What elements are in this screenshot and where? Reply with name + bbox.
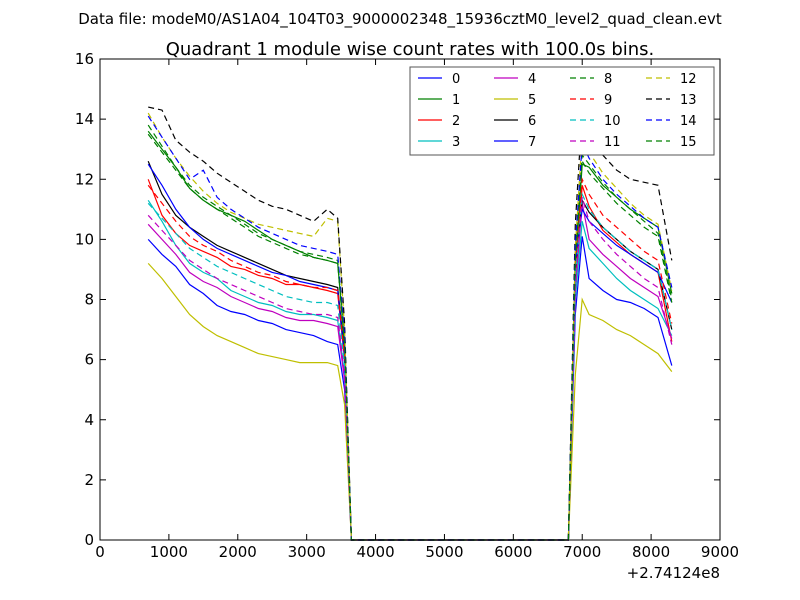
- y-tick-label: 14: [75, 110, 94, 128]
- x-tick-label: 5000: [425, 543, 463, 561]
- legend-label-9: 9: [604, 93, 612, 108]
- legend-label-2: 2: [452, 114, 460, 129]
- series-line-7: [147, 163, 673, 541]
- legend-label-10: 10: [604, 114, 621, 129]
- x-tick-label: 6000: [494, 543, 532, 561]
- series-line-10: [147, 191, 673, 541]
- legend-label-6: 6: [528, 114, 536, 129]
- x-tick-label: 0: [95, 543, 105, 561]
- legend-label-4: 4: [528, 72, 536, 87]
- chart-title: Quadrant 1 module wise count rates with …: [166, 39, 655, 60]
- legend-label-1: 1: [452, 93, 460, 108]
- y-tick-label: 8: [84, 291, 94, 309]
- series-line-3: [147, 199, 673, 541]
- x-tick-label: 7000: [563, 543, 601, 561]
- y-tick-label: 10: [75, 230, 94, 248]
- series-line-15: [147, 133, 673, 541]
- legend-label-0: 0: [452, 72, 460, 87]
- series-line-0: [147, 236, 673, 541]
- series-line-5: [147, 262, 673, 541]
- tick-layer: 0 1000 2000 3000 4000 5000 6000 7000 8000 9000 0 2 4…: [75, 50, 739, 561]
- x-tick-label: 2000: [219, 543, 257, 561]
- y-tick-label: 16: [75, 50, 94, 68]
- legend-label-8: 8: [604, 72, 612, 87]
- legend-frame: [409, 66, 715, 156]
- legend-label-11: 11: [604, 135, 621, 150]
- series-layer: [147, 106, 673, 541]
- legend-label-5: 5: [528, 93, 536, 108]
- series-line-13: [148, 106, 673, 541]
- series-line-14: [147, 115, 673, 541]
- series-line-9: [147, 176, 673, 541]
- y-tick-label: 6: [84, 351, 94, 369]
- legend-label-12: 12: [680, 72, 697, 87]
- legend-label-13: 13: [680, 93, 697, 108]
- legend-label-7: 7: [528, 135, 536, 150]
- legend-label-15: 15: [680, 135, 697, 150]
- legend-label-14: 14: [680, 114, 697, 129]
- x-tick-label: 8000: [632, 543, 670, 561]
- x-tick-label: 3000: [288, 543, 326, 561]
- series-line-11: [147, 197, 673, 541]
- y-tick-label: 2: [84, 471, 94, 489]
- series-line-4: [147, 203, 673, 541]
- figure-suptitle: Data file: modeM0/AS1A04_104T03_90000023…: [78, 10, 722, 29]
- legend-label-3: 3: [452, 135, 460, 150]
- x-tick-label: 1000: [150, 543, 188, 561]
- series-line-6: [147, 160, 673, 541]
- series-line-1: [147, 130, 673, 541]
- x-tick-label: 4000: [356, 543, 394, 561]
- x-offset-label: +2.74124e8: [627, 564, 720, 582]
- x-tick-label: 9000: [701, 543, 739, 561]
- series-line-2: [147, 179, 673, 541]
- y-tick-label: 4: [84, 411, 94, 429]
- y-tick-label: 0: [84, 531, 94, 549]
- series-line-8: [147, 124, 673, 541]
- series-line-12: [147, 112, 673, 541]
- y-tick-label: 12: [75, 170, 94, 188]
